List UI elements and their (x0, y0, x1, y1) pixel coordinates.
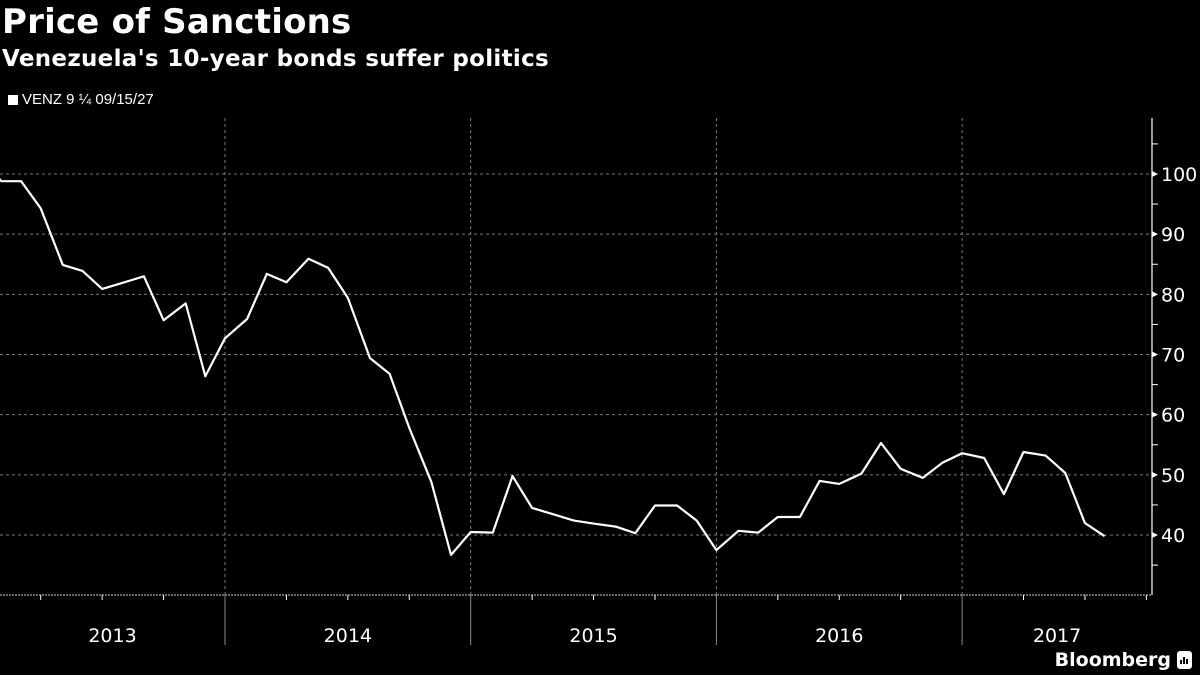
x-tick-label: 2014 (324, 625, 372, 647)
axes (0, 118, 1153, 596)
y-tick-arrow (1152, 532, 1158, 539)
y-tick-label: 40 (1161, 525, 1185, 547)
bloomberg-chart-icon (1177, 651, 1192, 669)
y-tick-label: 50 (1161, 465, 1185, 487)
x-tick-label: 2013 (88, 625, 136, 647)
legend: VENZ 9 ¼ 09/15/27 (8, 91, 154, 108)
y-axis-ticks: 40 50 60 70 80 90 100 (1152, 143, 1197, 566)
y-tick-arrow (1152, 291, 1158, 298)
bloomberg-wordmark: Bloomberg (1054, 649, 1171, 671)
legend-swatch (8, 94, 18, 105)
series-line (0, 178, 1106, 557)
y-tick-label: 100 (1161, 164, 1197, 186)
series-layer (0, 178, 1106, 557)
bloomberg-brand: Bloomberg (1055, 649, 1192, 671)
x-tick-label: 2016 (815, 625, 863, 647)
y-tick-arrow (1152, 471, 1158, 478)
legend-label: VENZ 9 ¼ 09/15/27 (22, 91, 154, 108)
chart-subtitle: Venezuela's 10-year bonds suffer politic… (2, 46, 549, 72)
y-tick-label: 60 (1161, 405, 1185, 427)
y-tick-arrow (1152, 411, 1158, 418)
y-tick-label: 90 (1161, 224, 1185, 246)
x-tick-label: 2017 (1033, 625, 1081, 647)
y-tick-label: 70 (1161, 345, 1185, 367)
y-tick-label: 80 (1161, 284, 1185, 306)
y-tick-arrow (1152, 231, 1158, 238)
y-tick-arrow (1152, 351, 1158, 358)
y-tick-arrow (1152, 171, 1158, 177)
chart-title: Price of Sanctions (2, 2, 352, 42)
x-tick-label: 2015 (569, 625, 617, 647)
gridlines (0, 118, 1152, 595)
x-axis-ticks: 2013 2014 2015 2016 2017 (40, 595, 1147, 647)
